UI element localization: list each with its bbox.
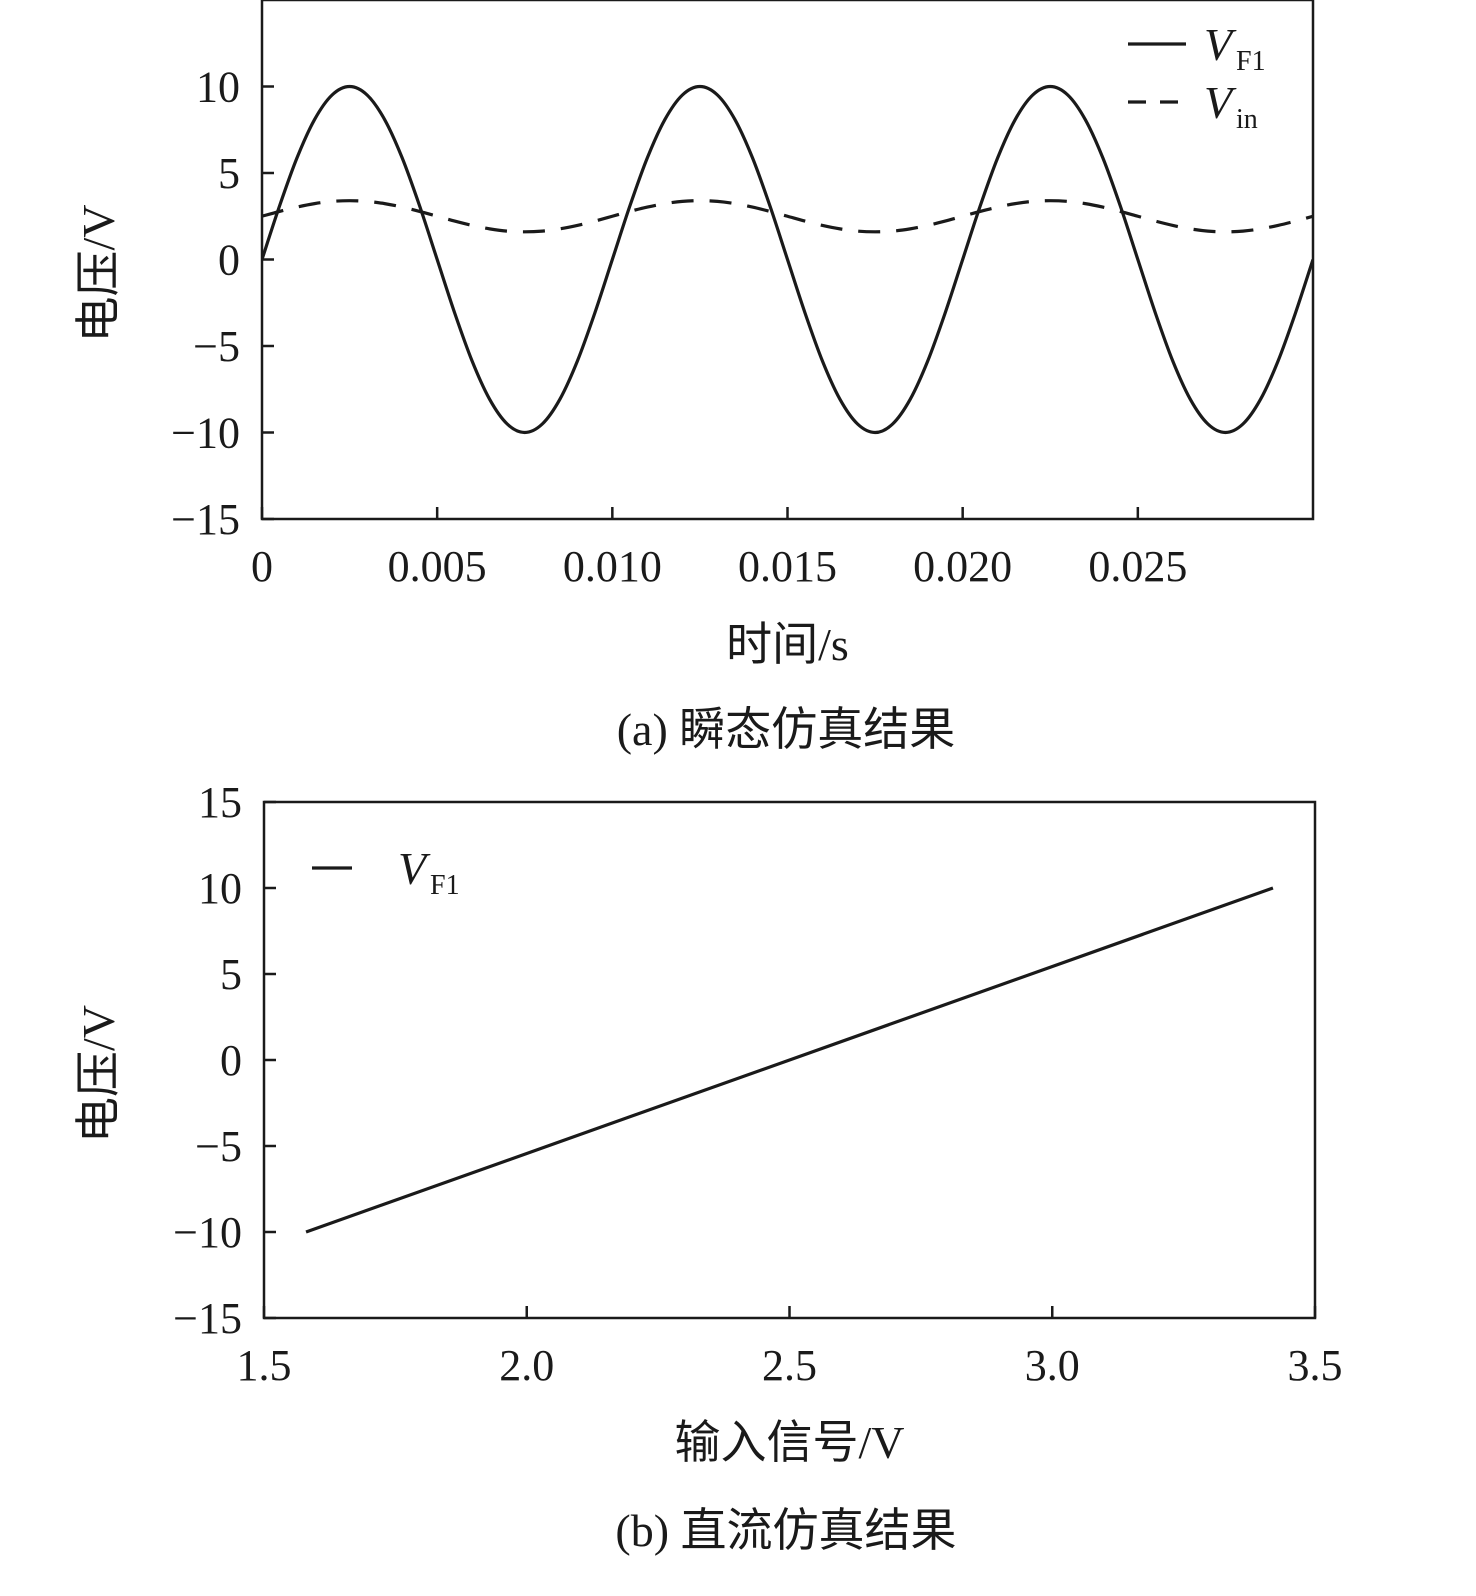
legend-label-subscript: F1: [1236, 46, 1266, 77]
y-tick-label: −15: [171, 495, 240, 544]
y-axis-label: 电压/V: [73, 205, 124, 343]
legend-label: V: [1204, 19, 1237, 70]
x-tick-label: 0.025: [1088, 542, 1187, 591]
x-tick-label: 3.5: [1288, 1341, 1343, 1390]
tick-labels: 0 0.005 0.010 0.015 0.020 0.025 −15 −10 −5 0 5 10: [171, 63, 1187, 592]
x-tick-label: 0.010: [563, 542, 662, 591]
tick-labels: 1.5 2.0 2.5 3.0 3.5 −15 −10 −5 0 5 10 15: [173, 778, 1342, 1390]
x-axis-label: 输入信号/V: [675, 1417, 905, 1468]
legend-label: V: [398, 843, 431, 894]
series-line-in: [262, 199, 1313, 234]
y-tick-label: 10: [198, 864, 242, 913]
x-axis-label: 时间/s: [726, 619, 849, 670]
y-tick-label: −5: [193, 322, 240, 371]
legend: V F1V in: [1128, 19, 1266, 135]
legend-label: V: [1204, 77, 1237, 128]
legend-label-subscript: F1: [430, 870, 460, 901]
y-tick-label: 5: [218, 149, 240, 198]
y-tick-label: 10: [196, 63, 240, 112]
series-line-F1: [305, 886, 1274, 1234]
x-tick-label: 0.005: [388, 542, 487, 591]
x-tick-label: 3.0: [1025, 1341, 1080, 1390]
y-tick-label: 5: [220, 950, 242, 999]
tick-marks: [260, 85, 1140, 521]
series-line-F1: [262, 84, 1313, 435]
tick-marks: [262, 800, 1317, 1320]
y-tick-label: 0: [220, 1036, 242, 1085]
y-tick-label: 15: [198, 778, 242, 827]
x-tick-label: 0.015: [738, 542, 837, 591]
y-tick-label: 0: [218, 236, 240, 285]
chart-caption: (a) 瞬态仿真结果: [617, 704, 956, 755]
chart-caption: (b) 直流仿真结果: [615, 1505, 956, 1556]
chart-dc: 1.5 2.0 2.5 3.0 3.5 −15 −10 −5 0 5 10 15 V F1 输入信号/V…: [73, 778, 1343, 1556]
plot-series-group: [305, 886, 1274, 1234]
y-tick-label: −5: [195, 1122, 242, 1171]
y-tick-label: −10: [173, 1208, 242, 1257]
legend-label-subscript: in: [1236, 104, 1258, 135]
x-tick-label: 2.5: [762, 1341, 817, 1390]
x-tick-label: 0.020: [913, 542, 1012, 591]
x-tick-label: 2.0: [499, 1341, 554, 1390]
x-tick-label: 1.5: [237, 1341, 292, 1390]
y-axis-label: 电压/V: [73, 1005, 124, 1143]
chart-transient: 0 0.005 0.010 0.015 0.020 0.025 −15 −10 −5 0 5 10 V…: [73, 0, 1315, 755]
y-tick-label: −10: [171, 409, 240, 458]
x-tick-label: 0: [251, 542, 273, 591]
y-tick-label: −15: [173, 1294, 242, 1343]
legend: V F1: [312, 843, 460, 901]
plot-series-group: [262, 84, 1313, 435]
